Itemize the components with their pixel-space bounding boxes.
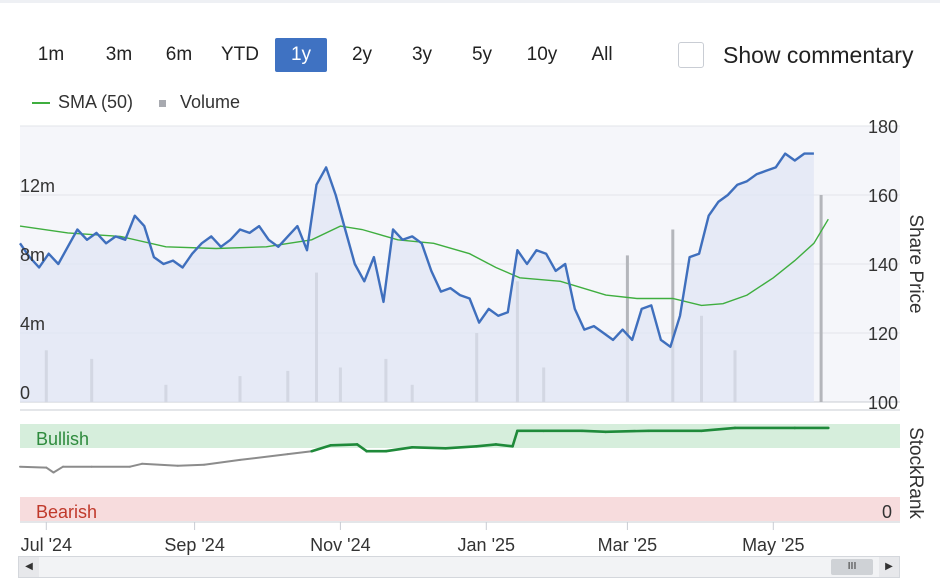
scroll-left-icon[interactable]: ◀ [19,557,39,577]
range-button-2y[interactable]: 2y [351,44,373,65]
top-border [0,0,940,3]
range-button-all[interactable]: All [591,44,613,65]
legend-volume-label: Volume [180,92,241,112]
stockrank-segment [19,465,48,469]
stockrank-segment [239,453,289,461]
bullish-label: Bullish [36,429,89,449]
stockrank-segment [355,443,369,453]
price-tick-label: 160 [868,186,898,206]
range-button-1m[interactable]: 1m [37,44,65,65]
stockrank-segment [384,445,414,453]
volume-tick-label: 0 [20,383,30,403]
stockrank-segment [410,445,448,450]
x-tick-label: May '25 [742,535,804,555]
stockrank-segment [475,443,498,448]
scroll-thumb-grip-icon[interactable]: III [831,559,873,575]
stockrank-segment [176,463,206,467]
horizontal-scrollbar[interactable]: ◀ III ▶ [18,556,900,578]
price-tick-label: 120 [868,324,898,344]
volume-tick-label: 8m [20,245,45,265]
range-button-1y[interactable]: 1y [275,38,327,72]
stockrank-segment [580,429,608,434]
x-axis-ticks: Jul '24 Sep '24 Nov '24 Jan '25 Mar '25 May '… [21,522,805,555]
sma-line-icon [32,102,50,104]
range-button-5y[interactable]: 5y [471,44,493,65]
x-tick-label: Jul '24 [21,535,72,555]
volume-square-icon [159,100,166,107]
show-commentary-checkbox[interactable] [678,42,704,68]
stockrank-segment [286,450,313,456]
stockrank-segment [129,462,143,468]
x-tick-label: Mar '25 [598,535,657,555]
volume-axis-ticks: 0 4m 8m 12m [20,176,55,403]
price-tick-label: 180 [868,117,898,137]
volume-bar [625,255,629,402]
x-tick-label: Jan '25 [458,535,515,555]
range-button-6m[interactable]: 6m [165,44,193,65]
stockrank-segment [700,426,737,433]
bearish-zone [20,497,900,521]
stockrank-segment [141,462,179,467]
price-axis-title: Share Price [905,214,926,313]
scroll-right-icon[interactable]: ▶ [879,557,899,577]
stockrank-segment [203,458,241,466]
price-area [20,153,814,402]
range-button-ytd[interactable]: YTD [221,44,259,65]
range-button-10y[interactable]: 10y [526,44,558,65]
x-tick-label: Nov '24 [310,535,370,555]
price-line [19,152,814,348]
price-tick-label: 100 [868,393,898,413]
price-tick-label: 140 [868,255,898,275]
volume-bar [819,195,823,402]
stockrank-series [19,426,830,474]
x-tick-label: Sep '24 [164,535,225,555]
price-axis-ticks: 100 120 140 160 180 [868,117,898,413]
volume-tick-label: 12m [20,176,55,196]
range-button-3y[interactable]: 3y [411,44,433,65]
bearish-label: Bearish [36,502,97,522]
volume-bar [671,229,675,402]
stockrank-segment [604,429,651,434]
stockrank-segment [494,443,514,448]
stockrank-axis-title: StockRank [905,427,926,519]
stockrank-segment [45,466,55,474]
stockrank-zero-label: 0 [882,502,892,522]
stockrank-segment [511,429,519,448]
legend-sma-label: SMA (50) [58,92,134,112]
stockrank-segment [310,443,333,453]
sma-line [19,218,829,307]
stockrank-segment [329,443,359,447]
stockrank-segment [444,444,479,450]
show-commentary-label: Show commentary [723,42,914,68]
range-button-3m[interactable]: 3m [105,44,133,65]
volume-tick-label: 4m [20,314,45,334]
stockrank-segment [52,465,64,474]
